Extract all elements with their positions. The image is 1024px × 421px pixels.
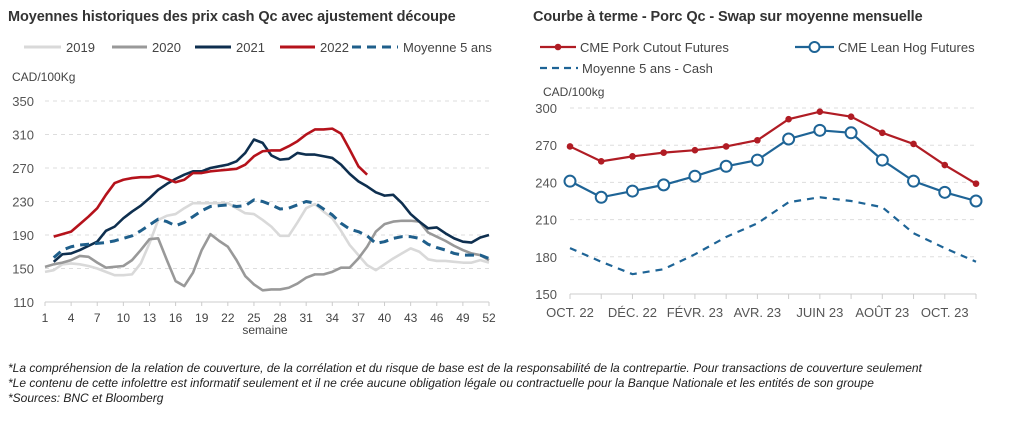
right-point-cme-lean-hog-futures — [657, 178, 671, 192]
right-y-axis-unit: CAD/100kg — [543, 85, 604, 99]
right-point-cme-pork-cutout-futures — [910, 140, 917, 148]
right-x-tick-label: DÉC. 22 — [608, 305, 657, 320]
right-point-cme-pork-cutout-futures — [691, 146, 699, 154]
left-legend-label: Moyenne 5 ans — [403, 40, 492, 55]
left-x-tick-label: 46 — [430, 311, 444, 325]
right-series-line-cme-pork-cutout-futures — [569, 110, 977, 185]
left-x-tick-label: 10 — [117, 311, 131, 325]
right-series-line-moyenne-5-ans-cash — [569, 196, 977, 276]
right-point-cme-lean-hog-futures — [938, 185, 952, 199]
right-point-cme-lean-hog-futures — [907, 174, 921, 188]
right-y-tick-label: 150 — [535, 287, 557, 302]
right-y-tick-label: 300 — [535, 101, 557, 116]
left-series-line-2021 — [52, 138, 490, 263]
right-point-cme-lean-hog-futures — [750, 153, 764, 167]
right-point-cme-pork-cutout-futures — [754, 136, 761, 144]
right-point-cme-lean-hog-futures — [844, 126, 858, 140]
right-x-tick-label: OCT. 22 — [546, 305, 594, 320]
footnote-3: *Sources: BNC et Bloomberg — [8, 391, 164, 405]
right-point-cme-pork-cutout-futures — [941, 161, 949, 169]
left-y-tick-label: 110 — [13, 295, 34, 310]
right-x-tick-label: AOÛT 23 — [855, 305, 909, 320]
left-x-tick-label: 22 — [221, 311, 235, 325]
right-point-cme-lean-hog-futures — [782, 132, 796, 146]
left-y-tick-label: 350 — [12, 94, 34, 109]
right-point-cme-pork-cutout-futures — [660, 149, 667, 156]
right-legend-marker — [554, 43, 562, 51]
left-series-line-moyenne-5-ans — [52, 198, 490, 260]
right-y-tick-label: 240 — [535, 175, 557, 190]
left-x-tick-label: 40 — [378, 311, 392, 325]
left-series-line-2019 — [44, 201, 490, 277]
left-series-line-2022 — [53, 127, 369, 238]
left-x-tick-label: 1 — [42, 311, 49, 325]
left-x-tick-label: 7 — [94, 311, 101, 325]
right-point-cme-pork-cutout-futures — [972, 180, 980, 187]
left-y-tick-label: 150 — [12, 262, 34, 277]
left-x-tick-label: 31 — [299, 311, 313, 325]
right-point-cme-pork-cutout-futures — [816, 108, 824, 116]
left-legend-label: 2020 — [152, 40, 181, 55]
left-legend-label: 2022 — [320, 40, 349, 55]
right-point-cme-lean-hog-futures — [969, 194, 983, 208]
left-chart-title: Moyennes historiques des prix cash Qc av… — [8, 9, 456, 25]
left-x-tick-label: 13 — [143, 311, 157, 325]
right-legend-label: CME Lean Hog Futures — [838, 40, 975, 55]
left-x-tick-label: 52 — [482, 311, 496, 325]
right-legend-label: Moyenne 5 ans - Cash — [582, 61, 713, 76]
right-point-cme-pork-cutout-futures — [629, 153, 636, 160]
left-legend-label: 2019 — [66, 40, 95, 55]
right-x-tick-label: AVR. 23 — [734, 305, 781, 320]
left-x-axis-label: semaine — [242, 323, 288, 337]
right-point-cme-lean-hog-futures — [688, 169, 702, 183]
right-point-cme-lean-hog-futures — [563, 174, 577, 188]
left-x-tick-label: 16 — [169, 311, 183, 325]
footnote-2: *Le contenu de cette infolettre est info… — [8, 376, 874, 390]
left-x-tick-label: 19 — [195, 311, 209, 325]
right-point-cme-pork-cutout-futures — [597, 158, 605, 165]
right-point-cme-pork-cutout-futures — [879, 129, 886, 137]
left-x-tick-label: 37 — [352, 311, 366, 325]
left-y-tick-label: 270 — [12, 161, 34, 176]
left-x-tick-label: 49 — [456, 311, 470, 325]
right-y-tick-label: 210 — [535, 213, 557, 228]
right-point-cme-lean-hog-futures — [875, 153, 889, 167]
left-y-tick-label: 190 — [12, 228, 34, 243]
right-x-tick-label: JUIN 23 — [796, 305, 843, 320]
right-point-cme-pork-cutout-futures — [847, 113, 855, 120]
left-y-tick-label: 310 — [12, 128, 34, 143]
left-x-tick-label: 43 — [404, 311, 418, 325]
left-x-tick-label: 28 — [273, 311, 287, 325]
left-x-tick-label: 25 — [247, 311, 261, 325]
left-y-tick-label: 230 — [12, 195, 34, 210]
right-point-cme-lean-hog-futures — [625, 184, 639, 198]
right-y-tick-label: 270 — [535, 138, 557, 153]
right-x-tick-label: FÉVR. 23 — [667, 305, 723, 320]
left-legend-label: 2021 — [236, 40, 265, 55]
right-legend-label: CME Pork Cutout Futures — [580, 40, 729, 55]
right-point-cme-pork-cutout-futures — [566, 143, 574, 150]
right-legend-marker — [808, 41, 821, 53]
right-x-tick-label: OCT. 23 — [921, 305, 969, 320]
right-y-tick-label: 180 — [535, 250, 557, 265]
left-y-axis-unit: CAD/100Kg — [12, 70, 75, 84]
left-x-tick-label: 34 — [326, 311, 340, 325]
footnote-1: *La compréhension de la relation de couv… — [8, 361, 922, 375]
right-point-cme-lean-hog-futures — [594, 190, 608, 204]
left-x-tick-label: 4 — [68, 311, 75, 325]
right-point-cme-lean-hog-futures — [719, 159, 733, 173]
right-point-cme-pork-cutout-futures — [722, 143, 730, 150]
right-chart-title: Courbe à terme - Porc Qc - Swap sur moye… — [533, 9, 923, 25]
right-point-cme-pork-cutout-futures — [785, 115, 792, 123]
left-series-line-2020 — [44, 219, 490, 292]
right-point-cme-lean-hog-futures — [813, 123, 827, 137]
